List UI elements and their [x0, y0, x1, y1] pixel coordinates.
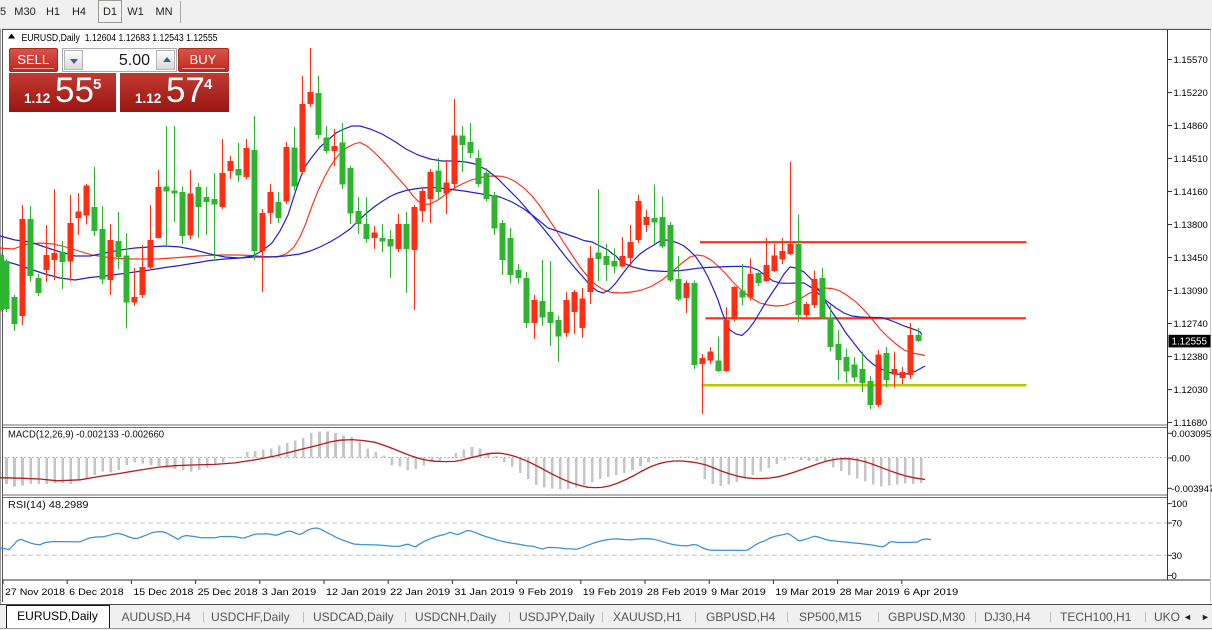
svg-text:19 Mar 2019: 19 Mar 2019: [775, 587, 835, 598]
svg-text:100: 100: [1172, 499, 1188, 510]
svg-text:1.13800: 1.13800: [1174, 220, 1208, 231]
svg-text:9 Mar 2019: 9 Mar 2019: [711, 587, 766, 598]
svg-text:15 Dec 2018: 15 Dec 2018: [133, 587, 193, 598]
svg-text:70: 70: [1172, 519, 1183, 530]
svg-text:1.13450: 1.13450: [1174, 253, 1208, 264]
svg-text:0: 0: [1172, 571, 1177, 582]
svg-text:1.14160: 1.14160: [1174, 187, 1208, 198]
svg-text:22 Jan 2019: 22 Jan 2019: [390, 587, 450, 598]
svg-text:-0.003947: -0.003947: [1172, 484, 1212, 495]
svg-text:1.15220: 1.15220: [1174, 88, 1208, 99]
svg-text:6 Apr 2019: 6 Apr 2019: [904, 587, 959, 598]
svg-text:EURUSD,Daily 1.12604 1.12683: EURUSD,Daily 1.12604 1.12683 1.12543 1.1…: [22, 33, 218, 44]
svg-text:6 Dec 2018: 6 Dec 2018: [69, 587, 124, 598]
svg-text:1.12555: 1.12555: [1172, 337, 1208, 348]
svg-text:28 Feb 2019: 28 Feb 2019: [647, 587, 707, 598]
svg-text:1.15570: 1.15570: [1174, 55, 1208, 66]
svg-text:0.00: 0.00: [1172, 454, 1191, 465]
svg-text:3 Jan 2019: 3 Jan 2019: [262, 587, 317, 598]
svg-text:25 Dec 2018: 25 Dec 2018: [198, 587, 258, 598]
svg-text:27 Nov 2018: 27 Nov 2018: [5, 587, 65, 598]
svg-text:1.12740: 1.12740: [1174, 319, 1208, 330]
svg-text:1.14510: 1.14510: [1174, 154, 1208, 165]
svg-text:1.13090: 1.13090: [1174, 286, 1208, 297]
svg-text:1.14860: 1.14860: [1174, 121, 1208, 132]
svg-text:RSI(14) 48.2989: RSI(14) 48.2989: [8, 500, 89, 511]
svg-text:9 Feb 2019: 9 Feb 2019: [519, 587, 574, 598]
svg-text:1.12030: 1.12030: [1174, 385, 1208, 396]
svg-text:1.12380: 1.12380: [1174, 352, 1208, 363]
svg-text:0.003095: 0.003095: [1172, 429, 1212, 440]
svg-text:28 Mar 2019: 28 Mar 2019: [840, 587, 900, 598]
svg-text:MACD(12,26,9) -0.002133 -0.002: MACD(12,26,9) -0.002133 -0.002660: [8, 430, 164, 441]
svg-text:12 Jan 2019: 12 Jan 2019: [326, 587, 386, 598]
svg-text:30: 30: [1172, 551, 1183, 562]
svg-text:19 Feb 2019: 19 Feb 2019: [583, 587, 643, 598]
svg-text:31 Jan 2019: 31 Jan 2019: [454, 587, 514, 598]
svg-text:1.11680: 1.11680: [1174, 418, 1208, 429]
